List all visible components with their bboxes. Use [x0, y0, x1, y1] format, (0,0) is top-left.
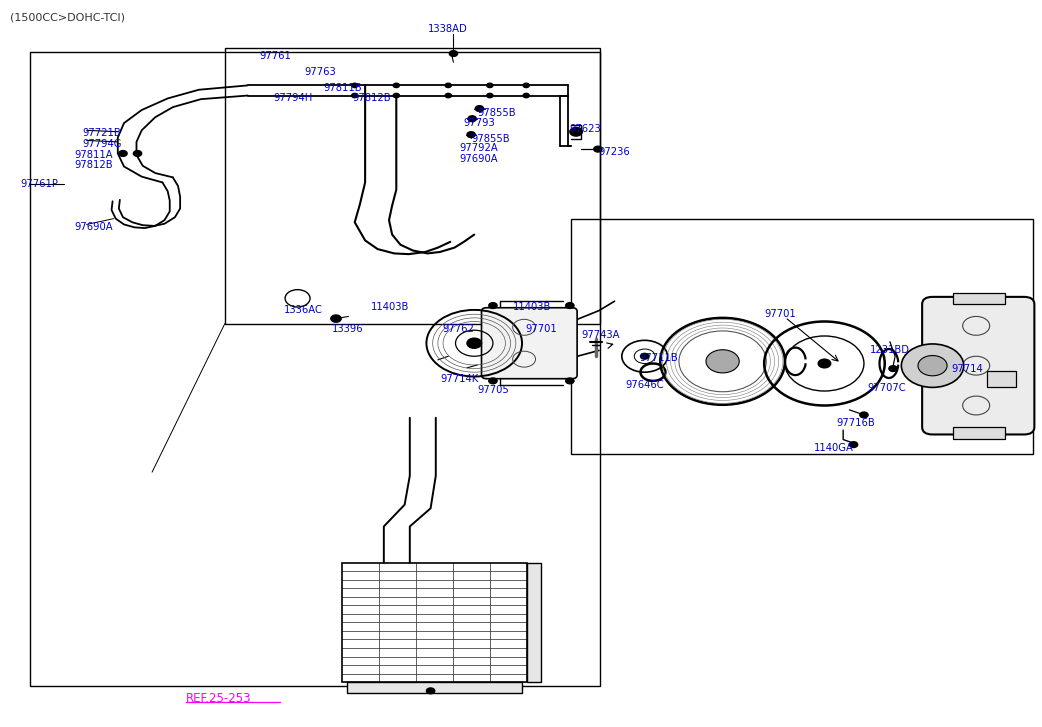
Circle shape: [393, 93, 399, 97]
Text: 97707C: 97707C: [867, 383, 905, 393]
Text: 97721B: 97721B: [82, 128, 121, 138]
Text: 97812B: 97812B: [74, 160, 113, 170]
Circle shape: [393, 83, 399, 87]
Text: 97793: 97793: [464, 118, 496, 128]
Text: 97794H: 97794H: [274, 94, 313, 103]
Text: 97646C: 97646C: [625, 380, 664, 390]
Bar: [527, 563, 541, 682]
Text: 97701: 97701: [764, 309, 796, 319]
Circle shape: [566, 378, 574, 384]
Text: 97716B: 97716B: [836, 418, 874, 428]
Circle shape: [475, 105, 483, 111]
Text: 97711B: 97711B: [640, 353, 678, 363]
Text: 97690A: 97690A: [460, 153, 498, 164]
Circle shape: [901, 344, 964, 387]
Text: (1500CC>DOHC-TCI): (1500CC>DOHC-TCI): [9, 12, 125, 23]
Circle shape: [860, 412, 868, 418]
Circle shape: [849, 442, 858, 448]
Circle shape: [706, 350, 739, 373]
Text: 97743A: 97743A: [581, 329, 620, 340]
Text: 97855B: 97855B: [471, 134, 510, 144]
Circle shape: [445, 93, 451, 97]
Circle shape: [426, 688, 435, 694]
Text: 97792A: 97792A: [460, 143, 498, 153]
Text: 97763: 97763: [305, 68, 337, 77]
Circle shape: [489, 378, 497, 384]
Text: 97811A: 97811A: [74, 150, 113, 160]
Circle shape: [889, 366, 897, 371]
Text: 97714K: 97714K: [440, 374, 478, 385]
Text: REF.25-253: REF.25-253: [187, 691, 252, 704]
Circle shape: [351, 83, 357, 87]
Bar: [342, 563, 527, 682]
Text: 97762: 97762: [442, 324, 474, 334]
Text: 11403B: 11403B: [371, 302, 410, 312]
Text: 1338AD: 1338AD: [427, 24, 467, 34]
Circle shape: [449, 51, 457, 57]
Circle shape: [119, 150, 127, 156]
FancyBboxPatch shape: [922, 297, 1035, 435]
Circle shape: [133, 150, 142, 156]
Text: 97794G: 97794G: [82, 139, 122, 149]
Text: 97714: 97714: [951, 364, 983, 374]
Text: 97811B: 97811B: [324, 83, 363, 92]
Text: 97761P: 97761P: [20, 179, 58, 189]
Text: 97761: 97761: [259, 52, 291, 61]
Text: 11403B: 11403B: [513, 302, 551, 312]
Text: 1231BD: 1231BD: [870, 345, 910, 356]
Text: 1336AC: 1336AC: [284, 305, 323, 315]
Circle shape: [594, 146, 602, 152]
Bar: [987, 371, 1016, 387]
Circle shape: [523, 83, 529, 87]
Bar: [953, 427, 1006, 439]
Text: 97855B: 97855B: [477, 108, 516, 118]
Text: 1140GA: 1140GA: [814, 443, 854, 453]
Circle shape: [487, 93, 493, 97]
Text: 97705: 97705: [477, 385, 510, 395]
Bar: [571, 219, 1034, 454]
Circle shape: [918, 356, 947, 376]
Circle shape: [641, 353, 649, 359]
Text: 97812B: 97812B: [352, 94, 392, 103]
Circle shape: [489, 302, 497, 308]
Circle shape: [445, 83, 451, 87]
Circle shape: [487, 83, 493, 87]
Bar: [953, 292, 1006, 304]
Text: 97236: 97236: [598, 147, 629, 157]
Circle shape: [570, 127, 582, 136]
Bar: [225, 49, 600, 324]
Text: 97701: 97701: [525, 324, 556, 334]
Circle shape: [818, 359, 830, 368]
FancyBboxPatch shape: [481, 308, 577, 379]
Circle shape: [467, 338, 481, 348]
Circle shape: [566, 302, 574, 308]
Text: 97623: 97623: [570, 124, 601, 134]
Circle shape: [467, 132, 475, 137]
Text: 97690A: 97690A: [74, 222, 113, 233]
Circle shape: [330, 315, 341, 322]
Bar: [30, 52, 600, 686]
Text: 13396: 13396: [331, 324, 364, 334]
Bar: [347, 682, 522, 693]
Circle shape: [468, 116, 476, 121]
Circle shape: [523, 93, 529, 97]
Circle shape: [351, 93, 357, 97]
